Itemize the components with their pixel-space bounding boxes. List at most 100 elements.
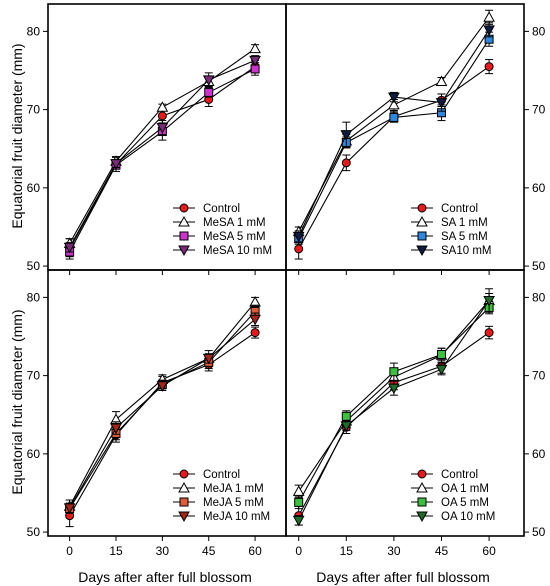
series-3 bbox=[63, 312, 261, 514]
y-tick-label-70: 70 bbox=[27, 369, 41, 383]
data-point bbox=[292, 485, 305, 496]
legend-marker bbox=[178, 245, 190, 257]
legend-label: Control bbox=[441, 203, 478, 215]
y-tick-label-70: 70 bbox=[27, 103, 41, 117]
data-point bbox=[249, 55, 261, 67]
legend-marker bbox=[179, 469, 189, 479]
data-point bbox=[483, 296, 495, 307]
legend-label: MeSA 5 mM bbox=[203, 231, 266, 243]
legend: Control SA 1 mM SA 5 mM SA10 mM bbox=[411, 203, 492, 257]
y-tick-label-50: 50 bbox=[532, 525, 546, 539]
legend-marker bbox=[416, 511, 428, 523]
data-point bbox=[483, 11, 495, 22]
legend-marker bbox=[417, 497, 427, 507]
legend-marker bbox=[178, 215, 190, 227]
x-tick-label-15: 15 bbox=[109, 544, 123, 558]
y-tick-label-80: 80 bbox=[532, 24, 546, 38]
series-3 bbox=[292, 22, 495, 243]
plot-frame-top-right bbox=[285, 3, 525, 271]
legend-marker bbox=[417, 469, 427, 479]
legend-label: SA10 mM bbox=[441, 245, 492, 257]
data-point bbox=[202, 75, 215, 86]
data-point bbox=[249, 42, 261, 54]
x-tick-label-15: 15 bbox=[340, 544, 354, 558]
data-point bbox=[340, 130, 353, 141]
y-tick-label-80: 80 bbox=[532, 290, 546, 304]
x-tick-label-45: 45 bbox=[202, 544, 216, 558]
data-point bbox=[156, 101, 169, 112]
data-point bbox=[249, 314, 261, 326]
data-point bbox=[292, 515, 305, 527]
x-tick-label-30: 30 bbox=[387, 544, 401, 558]
x-tick-label-60: 60 bbox=[482, 544, 496, 558]
data-point bbox=[294, 497, 304, 507]
data-point bbox=[110, 423, 122, 435]
legend-marker bbox=[179, 231, 189, 241]
y-tick-label-60: 60 bbox=[27, 447, 41, 461]
series-line bbox=[298, 16, 490, 232]
data-point bbox=[63, 242, 76, 254]
x-tick-label-30: 30 bbox=[156, 544, 170, 558]
legend-marker bbox=[179, 497, 189, 507]
legend-label: SA 5 mM bbox=[441, 231, 488, 243]
data-point bbox=[204, 87, 214, 97]
chart-panel-bottom-right: 50 60 70 80 0 15 30 45 60 Control OA 1 mM OA 5 mM OA… bbox=[285, 269, 546, 558]
data-point bbox=[294, 244, 304, 254]
data-point bbox=[157, 111, 167, 121]
data-point bbox=[63, 503, 76, 514]
series-0 bbox=[294, 325, 494, 526]
y-tick-label-80: 80 bbox=[27, 24, 41, 38]
y-tick-label-60: 60 bbox=[532, 181, 546, 195]
legend: Control MeJA 1 mM MeJA 5 mM MeJA 10 mM bbox=[173, 469, 270, 523]
series-3 bbox=[63, 55, 261, 254]
data-point bbox=[388, 98, 400, 110]
data-point bbox=[389, 367, 399, 377]
data-point bbox=[484, 62, 494, 72]
data-point bbox=[202, 353, 215, 365]
legend-label: MeSA 10 mM bbox=[203, 245, 272, 257]
y-tick-label-70: 70 bbox=[532, 369, 546, 383]
data-point bbox=[388, 92, 400, 104]
x-tick-label-60: 60 bbox=[248, 544, 262, 558]
data-point bbox=[389, 112, 399, 122]
data-point bbox=[483, 25, 495, 36]
data-point bbox=[435, 75, 448, 86]
legend-label: MeJA 1 mM bbox=[203, 483, 264, 495]
legend-label: MeJA 5 mM bbox=[203, 497, 264, 509]
data-point bbox=[436, 349, 446, 359]
x-axis-label-right: Days after after full blossom bbox=[316, 569, 490, 585]
y-tick-label-80: 80 bbox=[27, 290, 41, 304]
data-point bbox=[341, 411, 351, 421]
data-point bbox=[110, 159, 122, 170]
x-tick-label-0: 0 bbox=[295, 544, 302, 558]
data-point bbox=[435, 98, 448, 109]
legend-marker bbox=[417, 203, 427, 213]
legend-marker bbox=[416, 481, 428, 493]
data-point bbox=[484, 328, 494, 338]
plot-frame-bottom-right bbox=[285, 269, 525, 537]
legend-marker bbox=[417, 231, 427, 241]
x-tick-label-45: 45 bbox=[435, 544, 449, 558]
legend-label: MeJA 10 mM bbox=[203, 511, 270, 523]
y-axis-label-bottom: Equatorial fruit diameter (mm) bbox=[9, 309, 25, 494]
y-tick-label-60: 60 bbox=[27, 181, 41, 195]
data-point bbox=[388, 383, 400, 395]
legend-marker bbox=[178, 481, 190, 493]
y-tick-label-60: 60 bbox=[532, 447, 546, 461]
legend-label: OA 10 mM bbox=[441, 511, 495, 523]
chart-panel-top-left: 50 60 70 80 Control MeSA 1 mM MeSA 5 mM MeSA 10… bbox=[27, 3, 287, 275]
legend-label: Control bbox=[203, 469, 240, 481]
data-point bbox=[340, 421, 353, 432]
legend: Control MeSA 1 mM MeSA 5 mM MeSA 10 mM bbox=[173, 203, 272, 257]
legend-label: MeSA 1 mM bbox=[203, 217, 266, 229]
y-tick-label-50: 50 bbox=[532, 259, 546, 273]
legend-label: Control bbox=[441, 469, 478, 481]
legend-marker bbox=[416, 215, 428, 227]
y-tick-label-50: 50 bbox=[27, 259, 41, 273]
x-tick-label-0: 0 bbox=[66, 544, 73, 558]
legend-label: Control bbox=[203, 203, 240, 215]
data-point bbox=[156, 381, 169, 392]
legend-label: SA 1 mM bbox=[441, 217, 488, 229]
legend: Control OA 1 mM OA 5 mM OA 10 mM bbox=[411, 469, 495, 523]
chart-panel-bottom-left: 50 60 70 80 0 15 30 45 60 Control MeJA 1 mM MeJA 5 … bbox=[27, 269, 287, 558]
